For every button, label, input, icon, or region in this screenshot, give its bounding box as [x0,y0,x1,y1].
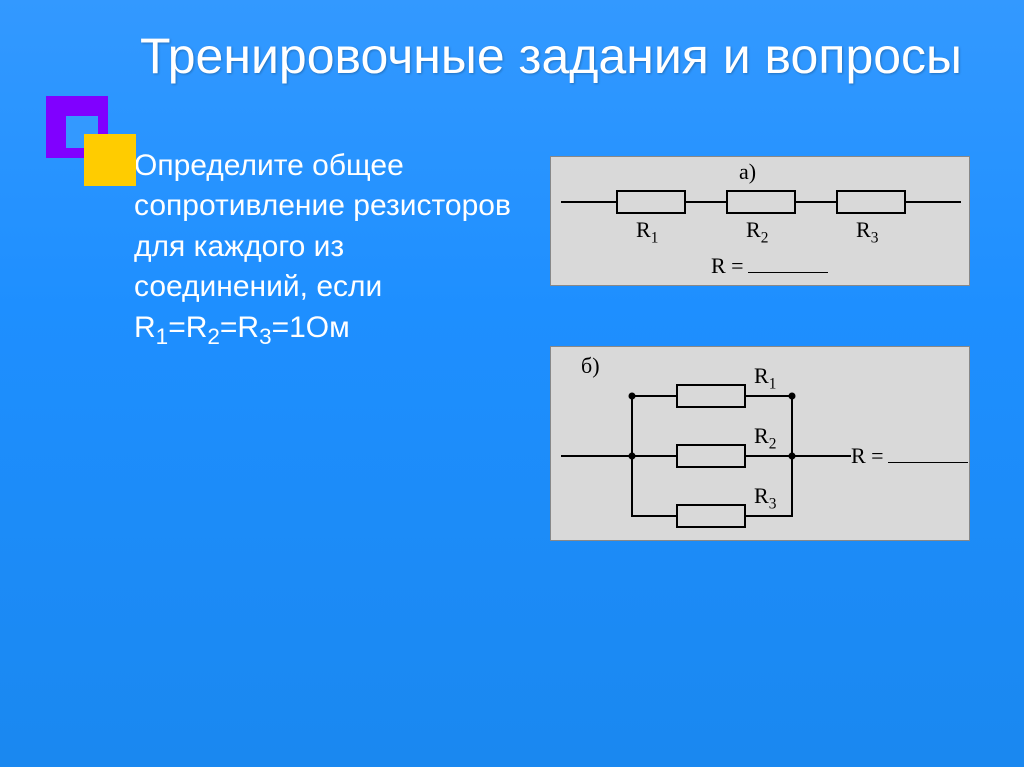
diagrams-column: а) R1 R2 R3 R = б) [550,146,984,541]
node [629,452,636,459]
wire [746,515,793,517]
wire [796,201,836,203]
wire [791,455,851,457]
wire [631,515,676,517]
slide: Тренировочные задания и вопросы Определи… [0,0,1024,767]
resistor-r1 [676,384,746,408]
label-r3: R3 [856,217,878,247]
resistor-r3 [836,190,906,214]
deco-square-yellow [84,134,136,186]
resistor-r1 [616,190,686,214]
answer-blank [748,272,828,273]
panel-a-label: а) [739,159,756,185]
label-r3: R3 [754,483,776,513]
label-r2: R2 [754,423,776,453]
wire [686,201,726,203]
wire [561,455,631,457]
node [789,392,796,399]
answer-blank [888,462,968,463]
wire [906,201,961,203]
wire [746,455,793,457]
wire [561,201,616,203]
content-row: Определите общее сопротивление резисторо… [110,146,984,541]
slide-title: Тренировочные задания и вопросы [140,28,984,86]
wire [631,455,676,457]
resistor-r2 [676,444,746,468]
bullet-eq2: =R [220,311,259,344]
node [789,452,796,459]
label-r1: R1 [754,363,776,393]
label-r2: R2 [746,217,768,247]
circuit-parallel: б) [550,346,970,541]
bullet-item: Определите общее сопротивление резисторо… [110,146,520,352]
label-r1: R1 [636,217,658,247]
answer-b: R = [851,443,968,469]
bullet-sub3: 3 [259,324,272,349]
panel-b-label: б) [581,353,600,379]
bullet-sub1: 1 [156,324,169,349]
bullet-end: =1Ом [272,311,350,344]
resistor-r3 [676,504,746,528]
bullet-text: Определите общее сопротивление резисторо… [134,146,520,352]
bullet-eq1: =R [168,311,207,344]
bullet-sub2: 2 [207,324,220,349]
wire [631,395,676,397]
node [629,392,636,399]
wire [746,395,793,397]
answer-a: R = [711,253,828,279]
circuit-series: а) R1 R2 R3 R = [550,156,970,286]
bullet-column: Определите общее сопротивление резисторо… [110,146,520,541]
resistor-r2 [726,190,796,214]
